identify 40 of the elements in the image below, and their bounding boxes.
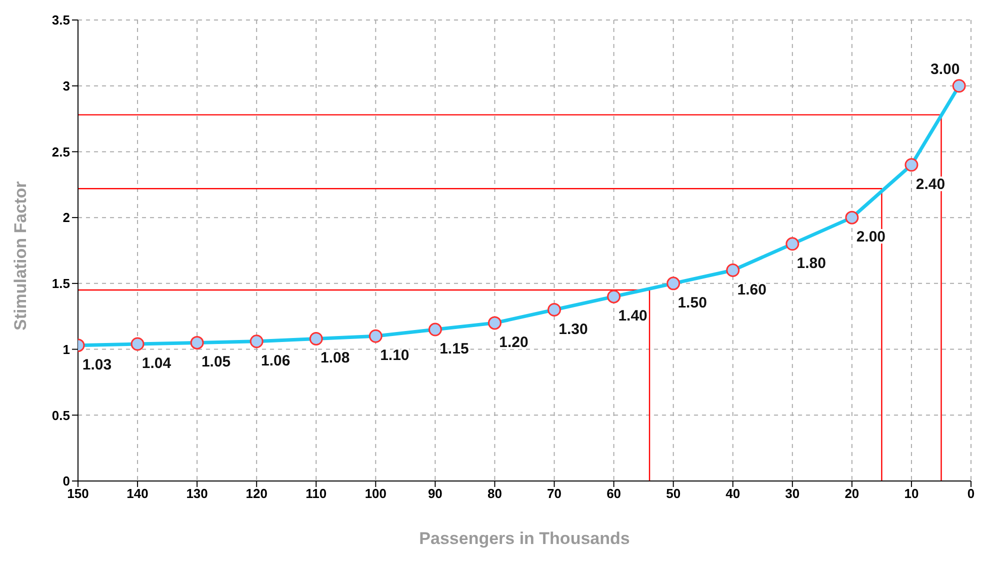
x-tick-label: 90: [428, 486, 442, 502]
x-tick-label: 10: [904, 486, 919, 502]
x-tick-label: 110: [306, 486, 327, 502]
y-tick-label: 0: [62, 474, 70, 489]
x-tick-label: 120: [246, 486, 268, 502]
x-axis-title: Passengers in Thousands: [419, 529, 630, 548]
data-label: 1.60: [737, 281, 766, 298]
data-label: 1.30: [558, 320, 588, 338]
data-label: 1.05: [201, 354, 231, 371]
x-tick-label: 140: [126, 486, 148, 502]
x-tick-label: 70: [547, 486, 562, 502]
data-label: 1.06: [261, 352, 290, 370]
y-tick-label: 3.5: [52, 12, 70, 28]
x-tick-label: 80: [488, 486, 502, 502]
x-tick-label: 60: [606, 486, 622, 502]
x-tick-label: 130: [186, 486, 208, 502]
x-tick-label: 100: [364, 486, 387, 502]
data-label: 1.50: [678, 294, 707, 312]
data-label: 1.20: [499, 334, 528, 351]
y-axis-title: Stimulation Factor: [11, 180, 30, 330]
y-tick-label: 1.5: [52, 276, 70, 292]
y-tick-label: 2.5: [52, 144, 70, 160]
data-label: 3.00: [930, 60, 960, 78]
x-tick-label: 50: [666, 486, 681, 502]
x-tick-label: 0: [967, 486, 975, 502]
data-label: 1.04: [142, 355, 172, 372]
x-tick-label: 30: [785, 486, 800, 502]
data-label: 1.40: [618, 308, 648, 325]
x-tick-label: 150: [67, 486, 89, 502]
y-tick-label: 2: [62, 210, 70, 226]
data-label: 1.03: [82, 356, 112, 374]
x-tick-label: 40: [726, 486, 740, 502]
data-label: 1.80: [796, 254, 826, 272]
data-label: 1.08: [320, 350, 350, 367]
y-tick-label: 1: [62, 342, 70, 357]
data-label: 1.10: [380, 347, 410, 364]
data-label: 1.15: [440, 340, 469, 358]
y-tick-label: 3: [62, 78, 70, 94]
x-tick-label: 20: [844, 486, 860, 502]
y-tick-label: 0.5: [52, 408, 70, 423]
